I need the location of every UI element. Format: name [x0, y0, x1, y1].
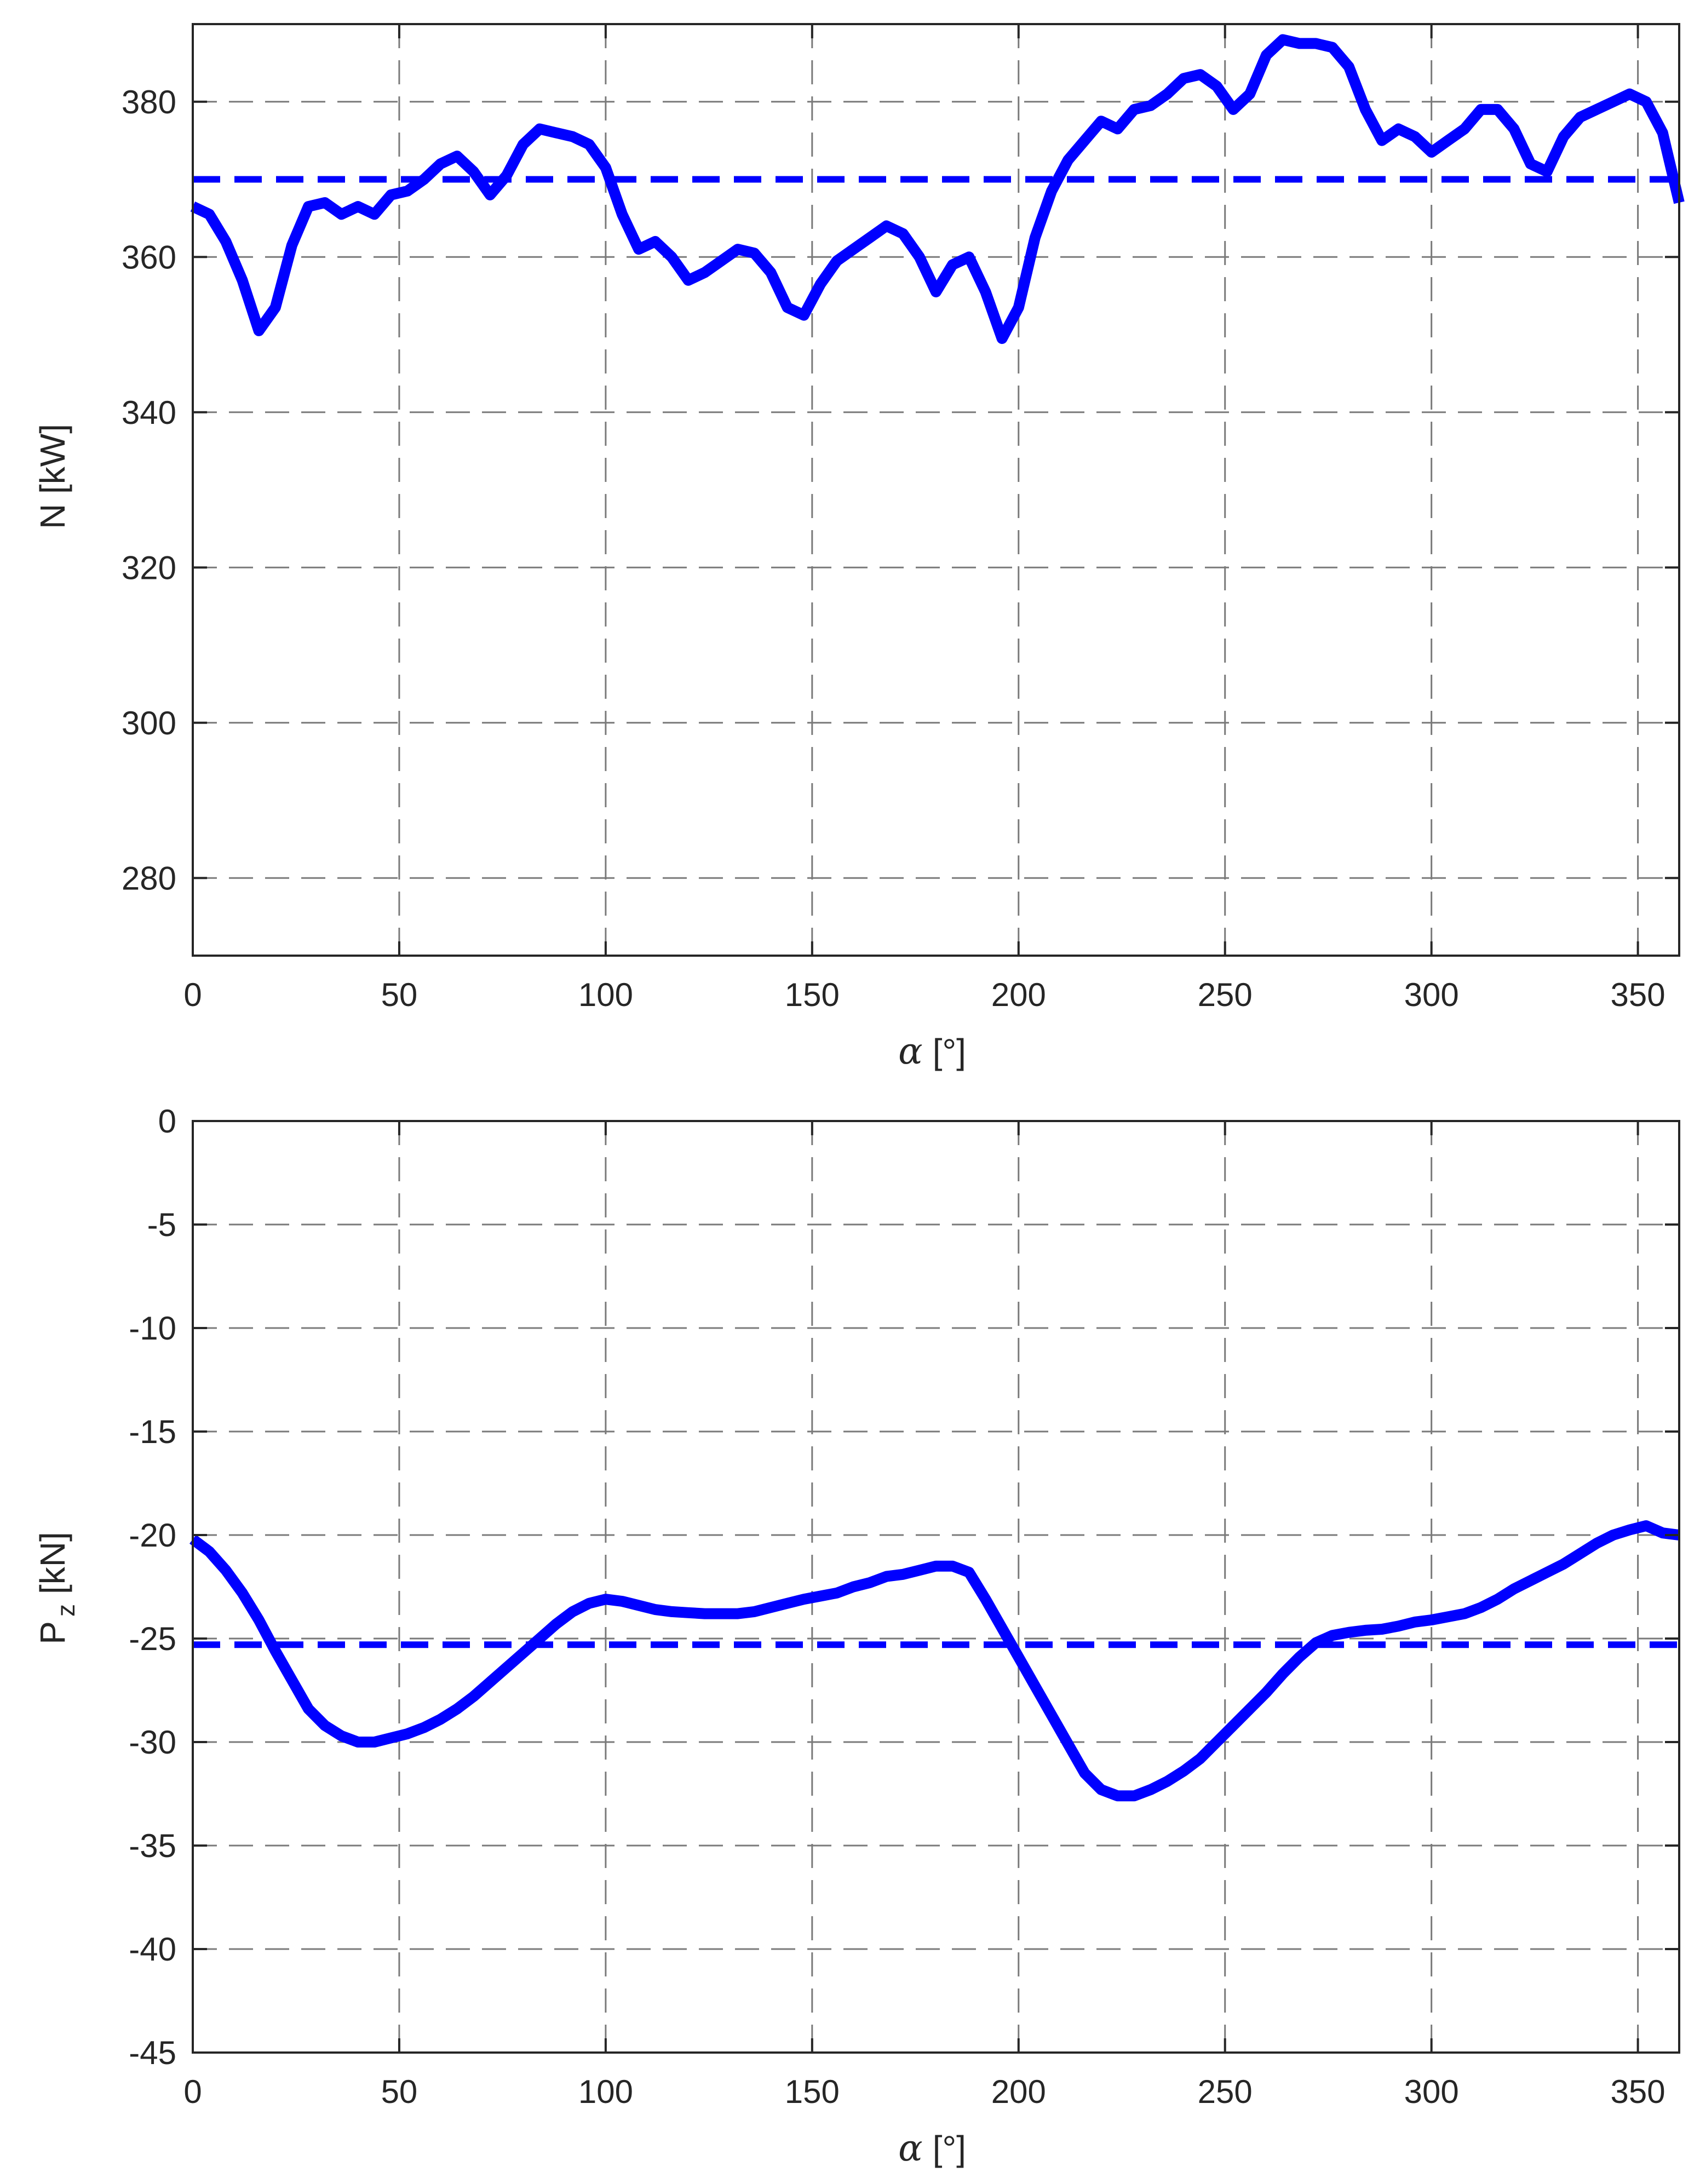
force-chart-x-ticks: 0 50 100 150 200 250 300 350 — [183, 1121, 1665, 2110]
force-chart-y-tick-label: -25 — [129, 1620, 176, 1657]
power-chart-y-tick-label: 360 — [122, 239, 176, 275]
force-chart-y-tick-label: -40 — [129, 1931, 176, 1968]
power-chart-x-tick-label: 100 — [578, 976, 633, 1013]
power-chart-series-line — [190, 34, 1685, 344]
power-chart-x-tick-label: 250 — [1198, 976, 1253, 1013]
force-chart-y-tick-label: -35 — [129, 1827, 176, 1864]
force-chart: 0 50 100 150 200 250 300 350 0 -5 -10 -15 -20 -25 -30… — [33, 1103, 1680, 2169]
force-chart-series — [189, 1520, 1680, 1802]
power-chart-y-tick-label: 340 — [122, 394, 176, 431]
power-chart-y-tick-label: 380 — [122, 84, 176, 120]
force-chart-x-tick-label: 0 — [183, 2073, 202, 2110]
force-chart-x-tick-label: 250 — [1198, 2073, 1253, 2110]
force-chart-y-axis-subscript: z — [51, 1604, 80, 1617]
force-chart-y-tick-label: -45 — [129, 2034, 176, 2071]
power-chart-y-tick-label: 280 — [122, 860, 176, 896]
power-chart-x-ticks: 0 50 100 150 200 250 300 350 — [183, 24, 1665, 1013]
power-chart-x-tick-label: 200 — [991, 976, 1046, 1013]
force-chart-y-ticks: 0 -5 -10 -15 -20 -25 -30 -35 -40 -45 — [129, 1103, 1679, 2071]
power-chart-y-ticks: 280 300 320 340 360 380 — [122, 84, 1679, 896]
force-chart-grid — [193, 1121, 1679, 2053]
power-chart-x-tick-label: 50 — [381, 976, 418, 1013]
force-chart-y-tick-label: -30 — [129, 1724, 176, 1761]
power-chart-y-tick-label: 300 — [122, 705, 176, 742]
power-chart-x-tick-label: 300 — [1404, 976, 1459, 1013]
power-chart-x-axis-label: α [°] — [898, 1030, 966, 1072]
power-chart-x-tick-label: 150 — [785, 976, 840, 1013]
power-chart-grid — [193, 24, 1679, 956]
force-chart-series-line — [189, 1520, 1680, 1802]
force-chart-x-tick-label: 100 — [578, 2073, 633, 2110]
force-chart-y-axis-symbol: P — [33, 1621, 72, 1645]
force-chart-x-tick-label: 300 — [1404, 2073, 1459, 2110]
force-chart-y-tick-label: -10 — [129, 1310, 176, 1347]
force-chart-x-tick-label: 50 — [381, 2073, 418, 2110]
force-chart-x-axis-unit: [°] — [933, 2129, 966, 2168]
force-chart-y-tick-label: -15 — [129, 1413, 176, 1450]
force-chart-x-axis-label: α [°] — [898, 2127, 966, 2169]
power-chart-y-axis-label: N [kW] — [33, 424, 72, 529]
force-chart-y-tick-label: -20 — [129, 1517, 176, 1554]
power-chart-plot-frame — [192, 23, 1680, 957]
force-chart-x-tick-label: 200 — [991, 2073, 1046, 2110]
force-chart-y-tick-label: -5 — [147, 1206, 176, 1243]
power-chart-series — [190, 34, 1685, 344]
power-chart-x-axis-unit: [°] — [933, 1032, 966, 1071]
force-chart-plot-frame — [192, 1120, 1680, 2054]
power-chart-x-axis-symbol: α — [898, 1030, 923, 1072]
force-chart-y-tick-label: 0 — [158, 1103, 176, 1140]
power-chart: 0 50 100 150 200 250 300 350 280 300 320 340 360 380… — [33, 23, 1685, 1072]
force-chart-y-axis-label: Pz [kN] — [33, 1532, 80, 1644]
force-chart-x-tick-label: 350 — [1611, 2073, 1665, 2110]
force-chart-y-axis-unit: [kN] — [33, 1532, 72, 1594]
power-chart-x-tick-label: 350 — [1611, 976, 1665, 1013]
force-chart-x-tick-label: 150 — [785, 2073, 840, 2110]
power-chart-x-tick-label: 0 — [183, 976, 202, 1013]
force-chart-x-axis-symbol: α — [898, 2127, 923, 2169]
power-chart-y-tick-label: 320 — [122, 549, 176, 586]
